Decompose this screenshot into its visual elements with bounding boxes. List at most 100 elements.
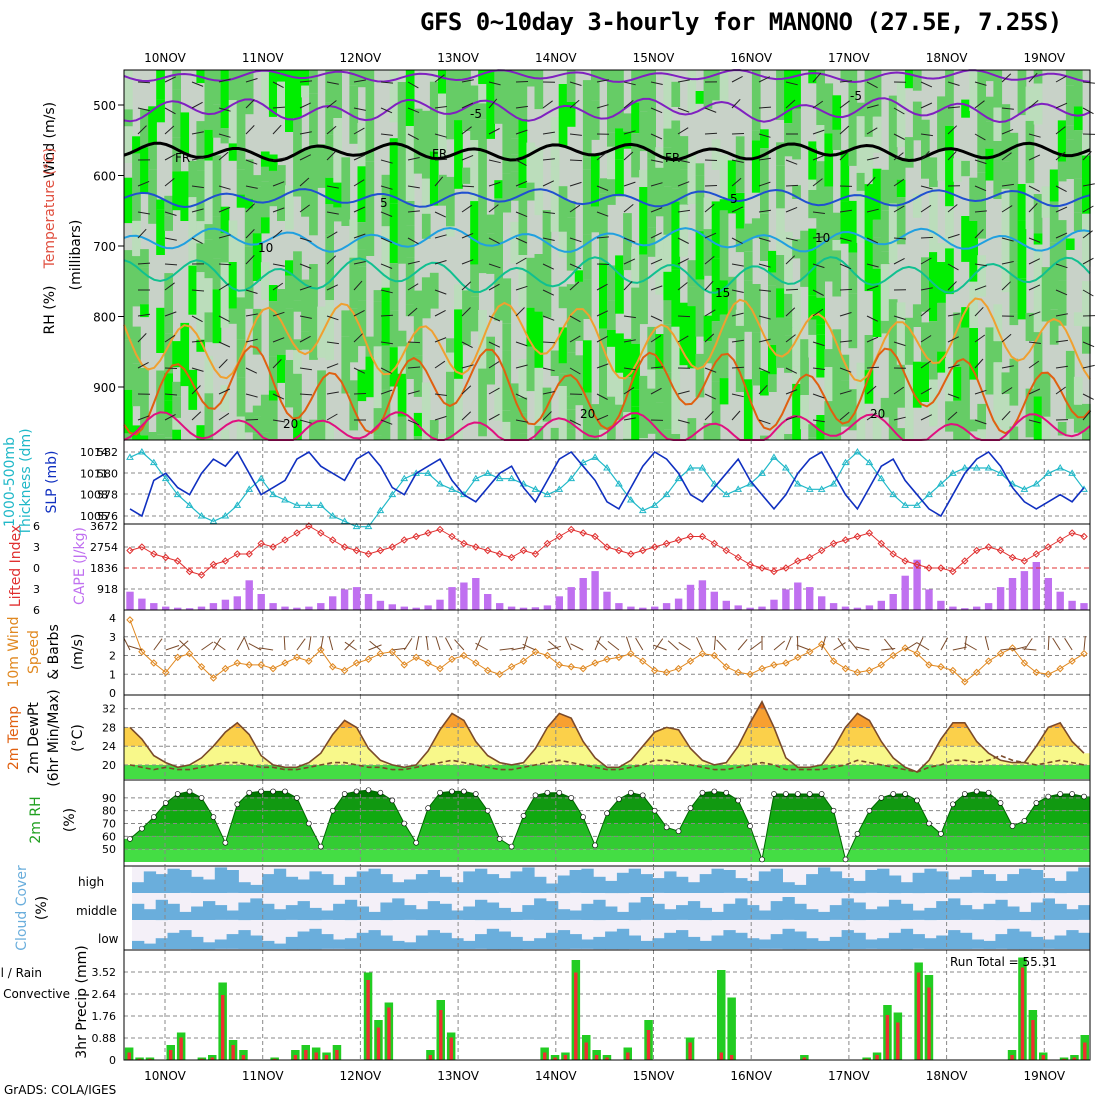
- cape-bar: [1008, 578, 1017, 610]
- rh-cell: [285, 260, 294, 276]
- rh-cell: [212, 104, 222, 138]
- rh-cell: [671, 201, 681, 270]
- wind-barb: [1001, 73, 1012, 83]
- rh-cell: [228, 220, 238, 262]
- wind-barb: [299, 102, 312, 109]
- wind-barb: [839, 367, 852, 373]
- rh-cell: [832, 250, 842, 297]
- rh-cell: [510, 221, 520, 264]
- contour-label: FR: [665, 151, 680, 165]
- thickness-point: [1020, 485, 1029, 492]
- wind-barb: [704, 411, 714, 421]
- rh-cell: [808, 319, 817, 335]
- cape-bar: [150, 603, 158, 610]
- top-date-label: 16NOV: [730, 51, 772, 65]
- rh-cell: [574, 270, 584, 282]
- thickness-point: [161, 474, 170, 482]
- rh-cell: [1033, 233, 1043, 245]
- rh-cell: [164, 373, 173, 401]
- wind-barb: [704, 132, 718, 135]
- wind-barb: [1055, 339, 1068, 343]
- wind-barb-10m: [678, 641, 691, 651]
- rh-point: [795, 791, 801, 797]
- rh-cell: [792, 185, 801, 199]
- slp-tick-label: 1008: [80, 489, 108, 502]
- lifted-index-point: [937, 564, 945, 572]
- rh-cell: [293, 373, 302, 421]
- precip-legend-total: Total / Rain: [0, 966, 42, 980]
- cloud-cell-high: [132, 882, 145, 893]
- rh-cell: [784, 123, 793, 157]
- cloud-cell-high: [427, 870, 440, 893]
- rh-cell: [985, 327, 995, 395]
- cloud-cell-middle: [853, 902, 866, 921]
- cloud-cell-middle: [297, 901, 310, 920]
- thickness-tick-label: 576: [97, 510, 118, 523]
- contour-label: 10: [258, 241, 273, 255]
- cape-bar: [305, 606, 313, 610]
- cape-bar: [340, 589, 349, 610]
- lifted-index-point: [639, 546, 647, 555]
- precip-conv-bar: [179, 1037, 183, 1060]
- precip-conv-bar: [439, 1010, 443, 1060]
- cloud-cell-high: [936, 871, 949, 893]
- wind-barb: [164, 178, 175, 187]
- wind-barb-10m: [522, 643, 536, 651]
- rh-cell: [140, 367, 149, 436]
- wind-barb: [461, 281, 472, 291]
- wind-barb-10m: [213, 641, 226, 651]
- cloud-cell-low: [569, 934, 582, 949]
- rh-axis-label: 2m RH: [28, 796, 44, 843]
- thickness-point: [376, 506, 385, 514]
- rh-cell: [937, 262, 946, 303]
- rh-cell: [768, 250, 777, 273]
- thickness-point: [960, 464, 969, 471]
- rh-point: [950, 801, 956, 808]
- rh-cell: [607, 330, 616, 347]
- wind-barb: [866, 104, 879, 109]
- wind-barb: [947, 106, 960, 109]
- rh-cell: [615, 128, 624, 160]
- rh-cell: [566, 102, 576, 127]
- cloud-middle-label: middle: [76, 904, 117, 918]
- precip-conv-bar: [896, 1022, 900, 1060]
- lifted-index-point: [615, 546, 623, 555]
- cloud-cell-low: [948, 930, 961, 949]
- rh-cell: [1057, 161, 1067, 182]
- wind-barb: [272, 282, 284, 291]
- wind-barb: [1028, 154, 1041, 161]
- wind-barb: [380, 314, 394, 317]
- wind-barb: [704, 256, 715, 265]
- rh-cell: [542, 264, 552, 318]
- rh-cell: [904, 364, 914, 389]
- top-date-label: 17NOV: [828, 51, 870, 65]
- cloud-cell-low: [451, 938, 464, 949]
- rh-cell: [1009, 292, 1019, 314]
- wind-barb-10m: [964, 636, 967, 651]
- wind-barb: [542, 158, 555, 161]
- rh-cell: [687, 70, 697, 113]
- wind-barb: [812, 100, 824, 109]
- cloud-cell-low: [664, 932, 677, 949]
- wind-barb: [488, 98, 498, 109]
- rh-cell: [888, 95, 898, 154]
- wind-barb: [731, 159, 744, 163]
- wind-barb: [218, 412, 230, 421]
- rh-cell: [309, 202, 318, 236]
- rh-cell: [268, 154, 278, 171]
- rh-cell: [325, 315, 334, 346]
- wind-speed-point: [519, 657, 528, 665]
- rh-cell: [268, 285, 278, 302]
- lifted-tick-label: 0: [33, 562, 40, 575]
- wind-barb: [704, 333, 715, 343]
- rh-cell: [277, 81, 286, 119]
- wind-barb: [650, 315, 663, 322]
- rh-cell: [703, 217, 713, 230]
- cloud-cell-high: [226, 870, 239, 893]
- rh-cell: [937, 302, 946, 352]
- rh-cell: [961, 381, 970, 440]
- rh-cell: [784, 70, 793, 124]
- lifted-index-point: [686, 532, 695, 541]
- wind-barb-10m: [964, 642, 977, 651]
